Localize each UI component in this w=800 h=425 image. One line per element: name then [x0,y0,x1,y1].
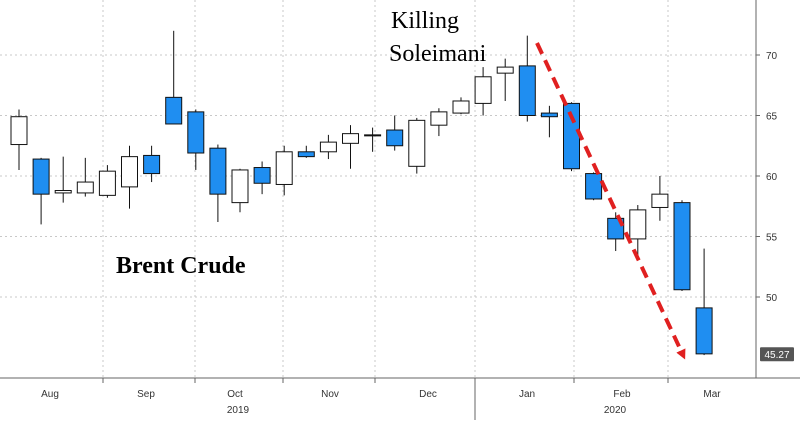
candle [364,127,382,152]
candle-body-up [452,100,470,114]
candle [121,145,138,209]
candle [165,30,183,125]
candle [253,161,271,195]
candle-body-down [518,65,536,116]
candle-body-down [165,96,183,125]
x-tick-label: Mar [703,389,721,400]
x-tick-label: Sep [137,389,155,400]
annotations: Killing Soleimani Brent Crude [116,8,686,360]
candle [430,108,448,137]
candle [342,125,359,169]
candle-body-down [143,154,161,175]
candle-body-up [342,133,359,144]
y-tick-label: 50 [766,293,778,304]
candle-body-down [695,307,713,355]
candle-body-down [585,173,603,200]
candle-body-down [253,167,271,184]
candle [187,109,205,170]
annotation-line-2: Soleimani [389,41,487,67]
candle [408,117,426,174]
candle [452,97,470,115]
x-tick-label: Feb [613,389,631,400]
candle [98,165,116,198]
candle [518,35,536,122]
candle-body-up [54,190,72,194]
candle-body-up [98,170,116,196]
year-label: 2019 [227,405,250,416]
candle-body-down [540,112,558,118]
candle-body-up [275,151,293,185]
candle-body-up [364,134,382,137]
trend-arrow [535,42,686,360]
candle-body-up [629,209,647,240]
candle-body-up [430,111,448,126]
y-tick-label: 70 [766,51,778,62]
candles [10,30,713,356]
candle [275,145,293,196]
candle-body-up [408,119,426,167]
candle [32,157,50,225]
candle [540,105,558,138]
candle [474,67,492,116]
chart-title: Brent Crude [116,253,246,279]
candle [695,248,713,356]
candle [319,134,337,160]
candle-body-up [121,156,138,188]
candle [496,58,514,101]
y-tick-label: 60 [766,172,778,183]
candle [629,205,647,259]
candle-body-down [209,147,227,195]
candle-body-up [474,76,492,104]
candle-body-up [496,66,514,74]
candle-body-down [386,129,404,147]
last-price-label: 45.27 [764,350,789,361]
y-tick-label: 55 [766,233,778,244]
year-label: 2020 [604,405,627,416]
candle [209,144,227,222]
x-tick-label: Nov [321,389,339,400]
last-price-tag [760,347,794,362]
candle [651,176,669,221]
x-tick-label: Jan [519,389,535,400]
candle [76,157,94,197]
candle [10,109,28,170]
x-tick-label: Oct [227,389,243,400]
y-tick-label: 65 [766,112,778,123]
candle-body-down [673,202,691,291]
x-tick-label: Dec [419,389,437,400]
candle [143,145,161,183]
candle [607,212,625,252]
candle-body-up [319,141,337,153]
candle-body-up [76,181,94,194]
candle [54,156,72,203]
candle-body-down [32,158,50,195]
candle [297,145,315,158]
candle [673,200,691,291]
candle [386,115,404,151]
candle-body-up [231,169,249,204]
candle [585,172,603,201]
candle-body-up [651,193,669,208]
candle-body-down [297,151,315,158]
annotation-line-1: Killing [391,8,459,34]
candle [231,168,249,213]
candle-body-up [10,116,28,146]
x-tick-label: Aug [41,389,59,400]
candle-body-down [187,111,205,154]
